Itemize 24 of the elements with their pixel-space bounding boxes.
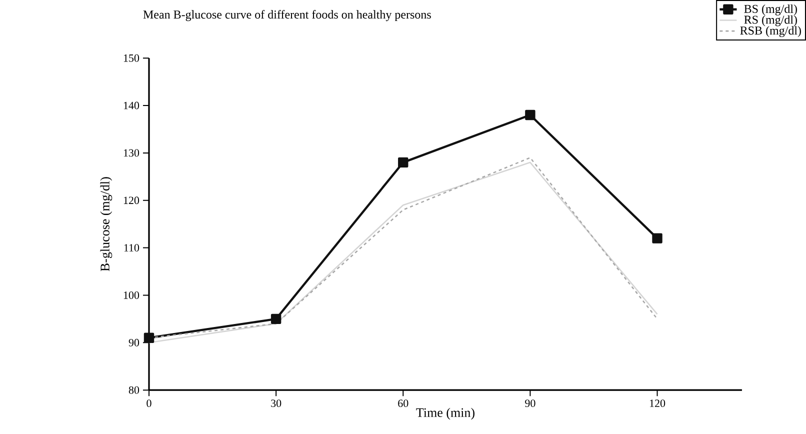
point bbox=[270, 314, 282, 324]
y-tick-label: 130 bbox=[124, 149, 140, 157]
y-tick-label: 90 bbox=[128, 338, 140, 346]
x-tick-label: 90 bbox=[525, 400, 536, 407]
y-axis-title: B-glucose (mg/dl) bbox=[100, 177, 112, 272]
x-tick-label: 120 bbox=[650, 400, 666, 407]
x-axis-title: Time (min) bbox=[416, 408, 474, 420]
legend-label: RSB (mg/dl) bbox=[740, 26, 801, 38]
point bbox=[398, 157, 408, 168]
legend-label: BS (mg/dl) bbox=[744, 4, 797, 16]
point bbox=[525, 110, 536, 120]
x-tick-label: 60 bbox=[398, 400, 408, 407]
point bbox=[652, 233, 662, 244]
chart-title: Mean B-glucose curve of different foods on healthy persons bbox=[143, 10, 431, 22]
point bbox=[144, 332, 154, 343]
x-tick-label: 30 bbox=[271, 400, 282, 407]
y-tick-label: 120 bbox=[124, 196, 140, 204]
x-tick-label: 0 bbox=[146, 400, 152, 407]
y-tick-label: 110 bbox=[124, 244, 140, 252]
y-tick-label: 150 bbox=[124, 54, 140, 62]
y-tick-label: 140 bbox=[124, 102, 140, 110]
y-tick-label: 100 bbox=[124, 291, 140, 299]
y-tick-label: 80 bbox=[128, 386, 140, 394]
legend-label: RS (mg/dl) bbox=[744, 15, 797, 26]
